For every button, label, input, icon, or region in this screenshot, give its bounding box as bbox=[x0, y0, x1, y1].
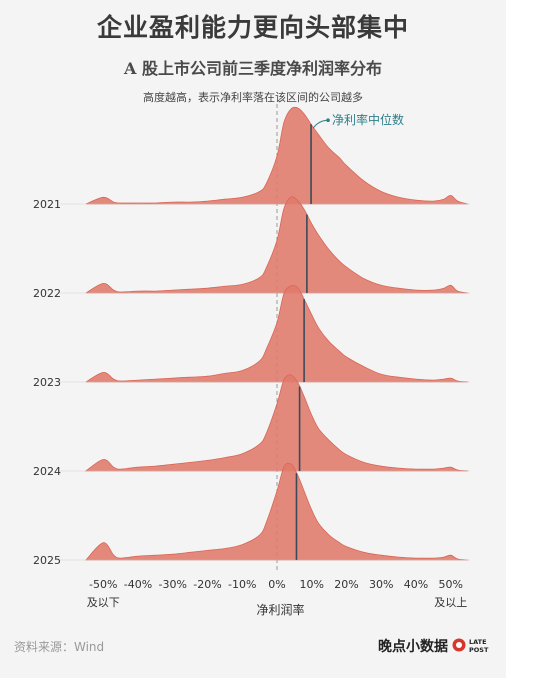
x-tick-label: -40% bbox=[124, 578, 152, 591]
chart-title: 企业盈利能力更向头部集中 bbox=[96, 13, 409, 42]
chart-card bbox=[0, 0, 506, 678]
x-tick-label: 30% bbox=[369, 578, 393, 591]
latepost-logo-icon: LATE POST bbox=[452, 638, 489, 654]
density-2022 bbox=[85, 196, 469, 294]
x-tick-label: -30% bbox=[159, 578, 187, 591]
x-axis-title: 净利润率 bbox=[256, 602, 304, 617]
svg-text:POST: POST bbox=[469, 646, 489, 654]
chart-subtitle: A 股上市公司前三季度净利润率分布 bbox=[124, 59, 382, 78]
x-tick-label: 50% bbox=[439, 578, 463, 591]
row-label-2024: 2024 bbox=[33, 465, 61, 478]
density-2025 bbox=[84, 462, 469, 561]
x-tick-label: -50% bbox=[89, 578, 117, 591]
x-extra-label-right: 及以上 bbox=[434, 596, 467, 609]
source-note: 资料来源：Wind bbox=[14, 640, 105, 654]
density-2024 bbox=[84, 374, 469, 472]
median-annotation-dot bbox=[326, 118, 330, 123]
x-tick-label: 10% bbox=[300, 578, 324, 591]
density-2021 bbox=[85, 106, 469, 205]
row-label-2025: 2025 bbox=[33, 554, 61, 567]
x-tick-label: 20% bbox=[334, 578, 358, 591]
density-2023 bbox=[85, 285, 469, 383]
chart-note: 高度越高，表示净利率落在该区间的公司越多 bbox=[143, 91, 363, 104]
row-label-2023: 2023 bbox=[33, 376, 61, 389]
svg-text:LATE: LATE bbox=[469, 638, 487, 646]
x-tick-label: 40% bbox=[404, 578, 428, 591]
brand-name: 晚点小数据 bbox=[378, 639, 448, 655]
x-tick-label: 0% bbox=[268, 578, 285, 591]
median-annotation-label: 净利率中位数 bbox=[332, 112, 404, 127]
x-extra-label-left: 及以下 bbox=[87, 596, 120, 609]
x-tick-label: -20% bbox=[193, 578, 221, 591]
row-label-2022: 2022 bbox=[33, 287, 61, 300]
row-label-2021: 2021 bbox=[33, 198, 61, 211]
median-annotation-arrow bbox=[312, 119, 329, 129]
x-tick-label: -10% bbox=[228, 578, 256, 591]
